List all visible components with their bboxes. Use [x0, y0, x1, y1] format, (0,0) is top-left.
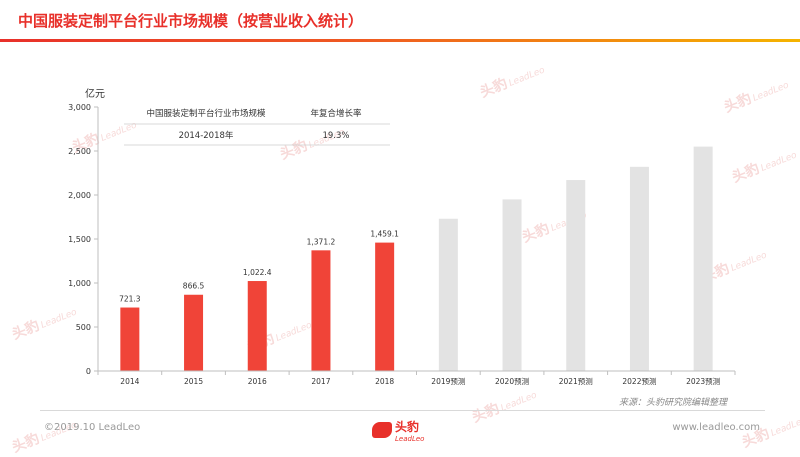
- footer-divider: [40, 410, 765, 411]
- x-axis: 2014 2015 2016 2017 2018 2019预测 2020预测 2021预测 20…: [97, 370, 736, 386]
- summary-header-market: 中国服装定制平台行业市场规模: [146, 108, 266, 119]
- x-tick-label: 2015: [184, 377, 203, 386]
- page-title: 中国服装定制平台行业市场规模（按营业收入统计）: [18, 12, 364, 30]
- x-tick-label: 2021预测: [559, 376, 593, 386]
- footer-website: www.leadleo.com: [672, 422, 760, 433]
- summary-table: 中国服装定制平台行业市场规模 年复合增长率 2014-2018年 19.3%: [124, 108, 390, 146]
- source-note: 来源：头豹研究院编辑整理: [618, 398, 727, 408]
- forecast-bar: [629, 166, 649, 371]
- bar-series: 721.3 866.5 1,022.4 1,371.2 1,459.1: [119, 146, 713, 371]
- y-tick-label: 1,000: [68, 279, 91, 288]
- y-tick-label: 2,000: [68, 191, 91, 200]
- footer-brand-logo: 头豹 LeadLeo: [372, 416, 424, 443]
- x-tick-label: 2016: [248, 377, 267, 386]
- forecast-bar: [693, 146, 713, 371]
- actual-bar: [375, 242, 395, 371]
- actual-bar: [184, 294, 204, 371]
- bar-value-label: 721.3: [119, 295, 141, 304]
- x-tick-label: 2017: [311, 377, 330, 386]
- summary-header-cagr: 年复合增长率: [310, 108, 362, 119]
- y-tick-label: 1,500: [68, 235, 91, 244]
- footer-copyright: ©2019.10 LeadLeo: [44, 422, 141, 433]
- x-tick-label: 2023预测: [686, 376, 720, 386]
- x-tick-label: 2019预测: [431, 376, 465, 386]
- forecast-bar: [438, 218, 458, 371]
- x-tick-label: 2020预测: [495, 376, 529, 386]
- y-axis: 0 500 1,000 1,500 2,000 2,500 3,000: [68, 103, 99, 376]
- y-tick-label: 3,000: [68, 103, 91, 112]
- bar-value-label: 1,459.1: [370, 230, 399, 239]
- forecast-bar: [502, 199, 522, 371]
- x-tick-label: 2018: [375, 377, 394, 386]
- actual-bar: [120, 307, 140, 371]
- bar-value-label: 1,371.2: [307, 237, 336, 246]
- footer-brand-name: 头豹 LeadLeo: [395, 420, 425, 443]
- bar-value-label: 1,022.4: [243, 268, 272, 277]
- title-underline: [0, 39, 800, 42]
- actual-bar: [311, 250, 331, 371]
- leopard-logo-icon: [372, 421, 392, 438]
- y-tick-label: 500: [76, 323, 91, 332]
- y-tick-label: 0: [86, 367, 91, 376]
- actual-bar: [247, 281, 267, 371]
- y-tick-label: 2,500: [68, 147, 91, 156]
- forecast-bar: [566, 180, 586, 371]
- x-tick-label: 2014: [120, 377, 139, 386]
- bar-value-label: 866.5: [183, 282, 205, 291]
- summary-period: 2014-2018年: [179, 130, 234, 141]
- x-tick-label: 2022预测: [622, 376, 656, 386]
- y-axis-unit: 亿元: [85, 89, 105, 100]
- summary-cagr-value: 19.3%: [322, 131, 349, 141]
